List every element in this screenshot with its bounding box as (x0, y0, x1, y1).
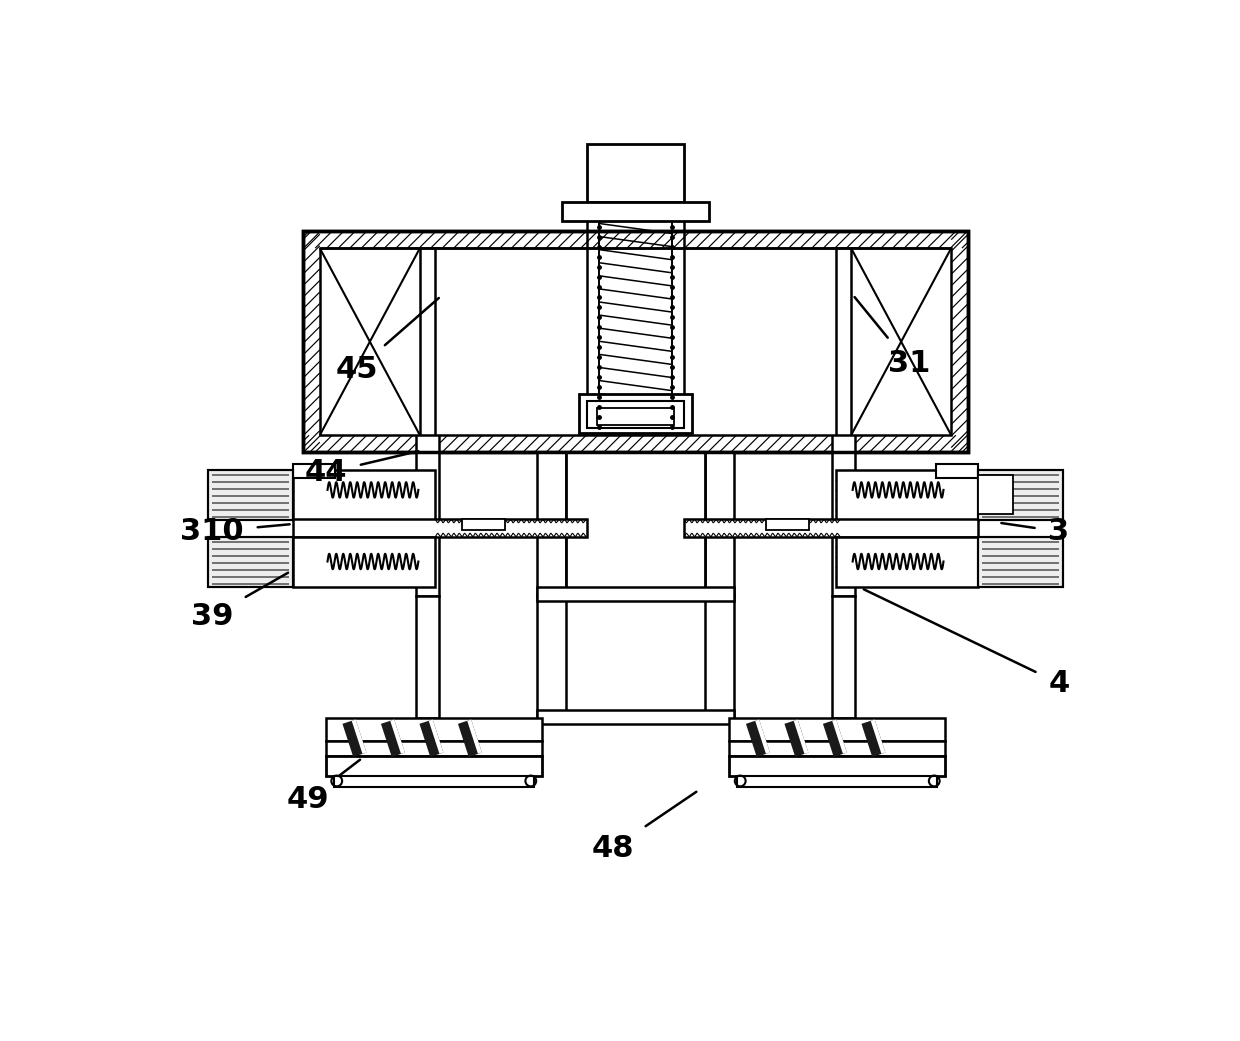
Bar (978, 537, 1063, 587)
Bar (832, 248, 854, 596)
Bar (326, 718, 542, 741)
Bar (537, 452, 567, 596)
Bar (587, 401, 684, 428)
Bar (836, 537, 978, 587)
Bar (320, 248, 951, 435)
Bar (936, 463, 978, 478)
Text: 31: 31 (854, 297, 930, 378)
Bar (579, 395, 692, 433)
Bar (208, 469, 293, 519)
Bar (978, 537, 1063, 587)
Bar (704, 452, 734, 596)
Bar (326, 757, 542, 776)
Bar (978, 469, 1063, 519)
Bar (208, 537, 293, 587)
Bar (587, 144, 684, 202)
Text: 44: 44 (305, 451, 418, 487)
Bar (293, 463, 335, 478)
Text: 48: 48 (591, 792, 697, 863)
Bar (417, 596, 439, 718)
Bar (208, 469, 293, 519)
Bar (334, 776, 534, 787)
Text: 39: 39 (191, 573, 288, 631)
Bar (596, 408, 675, 425)
Bar (293, 537, 435, 587)
Bar (293, 469, 435, 519)
Bar (567, 452, 704, 596)
Bar (684, 519, 978, 537)
Text: 310: 310 (180, 517, 290, 545)
Bar (766, 519, 808, 530)
Bar (303, 231, 968, 452)
Bar (537, 710, 734, 723)
Bar (537, 587, 734, 601)
Bar (836, 469, 978, 519)
Bar (563, 202, 708, 221)
Text: 45: 45 (336, 298, 439, 384)
Bar (537, 596, 567, 718)
Bar (737, 776, 937, 787)
Bar (729, 741, 945, 757)
Bar (208, 537, 293, 587)
Bar (704, 596, 734, 718)
Text: 3: 3 (1002, 517, 1070, 545)
Bar (832, 596, 854, 718)
Text: 49: 49 (286, 760, 360, 814)
Bar (729, 718, 945, 741)
Bar (463, 519, 505, 530)
Bar (417, 248, 439, 596)
Bar (978, 469, 1063, 519)
Text: 4: 4 (864, 589, 1070, 697)
Bar (303, 231, 968, 452)
Bar (293, 519, 587, 537)
Bar (729, 757, 945, 776)
Bar (326, 741, 542, 757)
Bar (978, 476, 1013, 514)
